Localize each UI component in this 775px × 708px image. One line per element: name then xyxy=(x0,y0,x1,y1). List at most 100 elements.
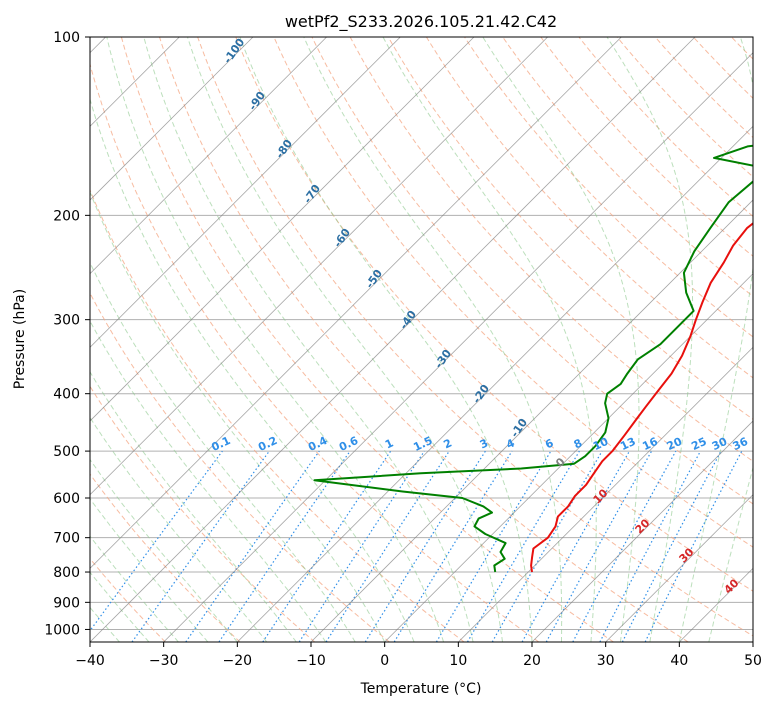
dry-adiabat-line xyxy=(235,37,753,592)
isotherm-line xyxy=(752,641,753,642)
x-tick-label: −10 xyxy=(296,653,326,669)
dry-adiabat-label: -80 xyxy=(273,137,295,161)
mixing-ratio-label: 6 xyxy=(543,436,556,451)
moist-adiabat-line xyxy=(303,37,563,642)
x-tick-label: −30 xyxy=(149,653,179,669)
moist-adiabat-label: 30 xyxy=(677,545,697,565)
dry-adiabat-line xyxy=(90,188,465,642)
background-lines xyxy=(90,37,775,642)
dry-adiabat-line xyxy=(273,37,753,548)
x-tick-label: −20 xyxy=(223,653,253,669)
mixing-ratio-label: 20 xyxy=(665,435,685,453)
dry-adiabat-label: -30 xyxy=(432,347,454,371)
mixing-ratio-line xyxy=(364,450,486,642)
mixing-ratio-line xyxy=(185,450,320,642)
moist-adiabat-line xyxy=(482,37,640,642)
dry-adiabat-line xyxy=(578,37,753,218)
dry-adiabat-line xyxy=(540,37,753,257)
y-tick-label: 800 xyxy=(53,565,80,581)
mixing-ratio-line xyxy=(325,450,450,642)
moist-adiabat-line xyxy=(90,320,327,642)
mixing-ratio-line xyxy=(218,450,351,642)
dry-adiabat-label: -70 xyxy=(301,182,323,206)
mixing-ratio-line xyxy=(545,450,653,642)
mixing-ratio-label: 13 xyxy=(618,435,637,453)
dry-adiabat-line xyxy=(90,62,540,642)
y-axis-title: Pressure (hPa) xyxy=(12,289,28,389)
dry-adiabat-label: -20 xyxy=(470,382,492,406)
mixing-ratio-label: 16 xyxy=(640,435,660,453)
chart-title: wetPf2_S233.2026.105.21.42.C42 xyxy=(285,12,557,32)
plot-frame xyxy=(89,36,754,643)
dry-adiabat-line xyxy=(654,37,753,139)
x-tick-label: 40 xyxy=(670,653,688,669)
moist-adiabat-label: 0 xyxy=(553,455,568,470)
isotherm-line xyxy=(310,199,753,642)
isotherm-line xyxy=(384,273,753,642)
mixing-ratio-label: 25 xyxy=(689,435,708,453)
x-tick-label: 20 xyxy=(523,653,541,669)
mixing-ratio-label: 30 xyxy=(710,435,730,453)
isotherm-line xyxy=(90,37,475,422)
dry-adiabat-label: -50 xyxy=(363,267,385,291)
mixing-ratio-line xyxy=(572,450,677,642)
x-tick-label: −40 xyxy=(75,653,105,669)
y-tick-label: 200 xyxy=(53,208,80,224)
dry-adiabat-line xyxy=(349,37,753,462)
mixing-ratio-line xyxy=(521,450,631,642)
isotherm-line xyxy=(531,420,753,642)
temperature-line xyxy=(530,222,753,573)
dewpoint-line xyxy=(313,144,753,573)
moist-adiabat-line xyxy=(382,37,597,642)
isotherm-line xyxy=(237,125,753,642)
mixing-ratio-label: 36 xyxy=(731,435,751,453)
moist-adiabat-line xyxy=(90,416,268,642)
dry-adiabat-line xyxy=(692,37,753,99)
mixing-ratio-line xyxy=(90,450,223,632)
mixing-ratio-line xyxy=(298,450,425,642)
y-tick-label: 400 xyxy=(53,387,80,403)
mixing-ratio-line xyxy=(393,450,513,642)
y-axis: 100 200 300 400 500 600 700 800 900 1000 xyxy=(44,30,90,638)
moist-adiabat-line xyxy=(239,37,533,642)
isotherm-line xyxy=(679,567,753,642)
iso-labels: 0.1 0.2 0.4 0.6 1 1.5 2 3 4 6 8 10 13 16 20 25 30 36-100-… xyxy=(209,36,750,597)
mixing-ratio-label: 2 xyxy=(442,436,454,451)
dry-adiabat-line xyxy=(387,37,753,420)
series-layer xyxy=(313,144,753,573)
isotherm-line xyxy=(90,37,327,275)
moist-adiabat-label: 10 xyxy=(591,486,611,506)
y-tick-label: 900 xyxy=(53,595,80,611)
dry-adiabat-label: -10 xyxy=(508,416,530,440)
mixing-ratio-line xyxy=(466,450,580,642)
mixing-ratio-line xyxy=(131,450,270,642)
dry-adiabat-line xyxy=(311,37,753,505)
dry-adiabat-line xyxy=(770,37,775,642)
moist-adiabat-line xyxy=(90,261,356,642)
x-tick-label: 0 xyxy=(380,653,389,669)
moist-adiabat-line xyxy=(106,37,445,642)
moist-adiabat-line xyxy=(187,37,503,642)
isotherm-line xyxy=(605,494,753,642)
y-tick-label: 300 xyxy=(53,313,80,329)
dry-adiabat-label: -90 xyxy=(246,89,268,113)
dry-adiabat-label: -60 xyxy=(331,226,353,250)
moist-adiabat-line xyxy=(143,37,474,642)
mixing-ratio-label: 10 xyxy=(591,435,611,453)
moist-adiabat-line xyxy=(90,497,209,642)
x-tick-label: 10 xyxy=(449,653,467,669)
dry-adiabat-line xyxy=(90,292,390,642)
isotherm-line xyxy=(90,37,548,496)
moist-adiabat-line xyxy=(708,465,753,642)
moist-adiabat-line xyxy=(678,37,753,642)
mixing-ratio-line xyxy=(644,450,743,642)
moist-adiabat-line xyxy=(606,37,694,642)
isotherm-line xyxy=(90,37,401,348)
isotherm-line xyxy=(163,52,753,642)
x-tick-label: 50 xyxy=(744,653,762,669)
y-tick-label: 700 xyxy=(53,531,80,547)
dry-adiabat-line xyxy=(159,37,689,642)
moist-adiabat-label: 20 xyxy=(633,516,653,536)
moist-adiabat-line xyxy=(90,458,238,642)
